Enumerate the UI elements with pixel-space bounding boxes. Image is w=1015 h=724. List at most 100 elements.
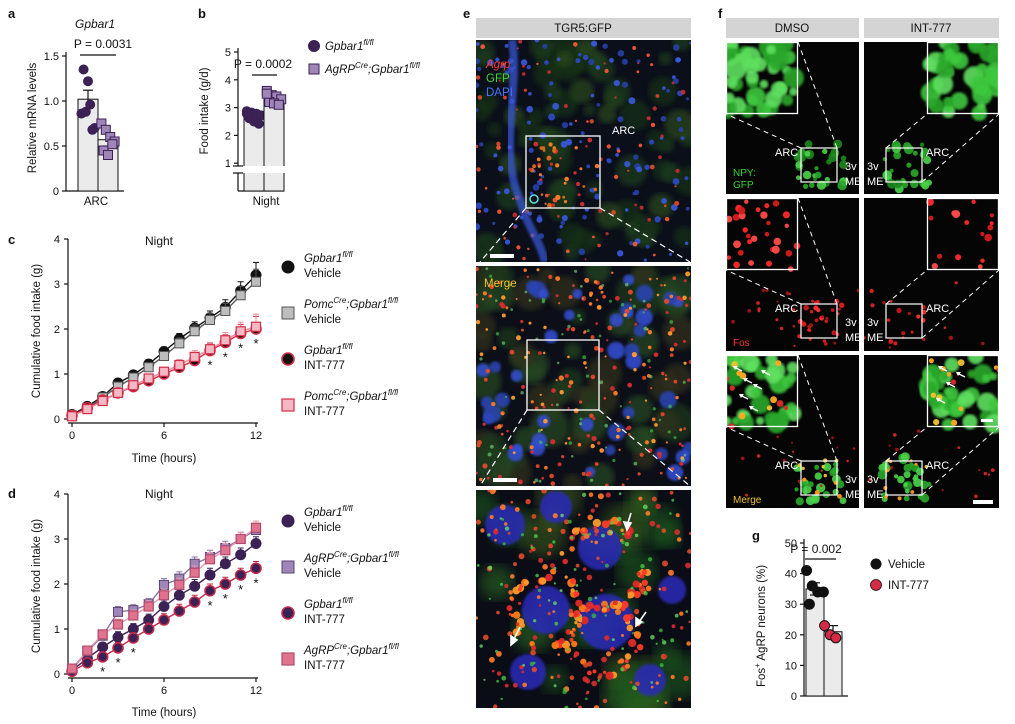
data-point xyxy=(143,362,154,373)
axis-break-mask xyxy=(230,166,290,173)
data-point xyxy=(819,620,831,632)
data-point xyxy=(80,106,91,117)
data-point xyxy=(188,596,201,608)
data-point xyxy=(220,335,231,346)
x-tick-label: 12 xyxy=(250,685,262,697)
panel-f-me-label: ME xyxy=(845,332,862,344)
data-point xyxy=(273,99,284,110)
data-point xyxy=(235,533,246,545)
panel-e-header-bar xyxy=(476,18,691,38)
panel-e-image-bottom xyxy=(476,490,691,708)
panel-f-inset-scale-bar xyxy=(981,419,993,422)
panel-e-arc-label: ARC xyxy=(612,125,635,137)
data-point xyxy=(189,580,201,592)
panel-e-label: e xyxy=(463,6,470,21)
panel-e-image-top xyxy=(476,40,691,262)
panel-a-label: a xyxy=(8,6,16,21)
panel-b-legend: Gpbar1fl/fl AgRPCre;Gpbar1fl/fl xyxy=(308,38,420,76)
data-point xyxy=(251,276,261,287)
y-tick-label: 0.5 xyxy=(44,141,59,153)
panel-d-ylabel: Cumulative food intake (g) xyxy=(31,519,43,653)
y-tick-label: 1 xyxy=(54,624,60,636)
panel-f: DMSO INT-777 ARC 3v ME ARC 3v ME ARC 3v ME ARC 3v M… xyxy=(726,18,999,508)
panel-d-label: d xyxy=(8,486,16,501)
panel-f-me-label: ME xyxy=(867,489,884,501)
legend-label: AgRPCre;Gpbar1fl/fl xyxy=(303,642,399,657)
panel-f-3v-label: 3v xyxy=(845,474,857,486)
y-tick-label: 0 xyxy=(54,414,60,426)
legend-label-vehicle: Vehicle xyxy=(888,559,925,571)
data-point xyxy=(82,645,93,656)
y-tick-label: 3 xyxy=(54,279,60,291)
data-point xyxy=(78,64,89,75)
panel-e-merge-label: Merge xyxy=(484,278,517,290)
panel-f-header-dmso: DMSO xyxy=(775,23,810,35)
panel-e-scale-bar-1 xyxy=(490,254,514,258)
x-tick-label: 6 xyxy=(161,685,167,697)
data-point xyxy=(107,139,118,150)
legend-label-line2: INT-777 xyxy=(304,406,345,418)
significance-star: * xyxy=(131,645,136,660)
panel-f-me-label: ME xyxy=(845,489,862,501)
y-tick-label: 20 xyxy=(785,630,797,642)
data-point xyxy=(81,656,94,669)
significance-star: * xyxy=(223,350,228,365)
data-point xyxy=(189,567,200,578)
significance-star: * xyxy=(238,341,243,356)
data-point xyxy=(159,579,169,590)
panel-e-arrows xyxy=(510,512,647,647)
x-tick-label: 12 xyxy=(250,430,262,442)
legend-marker xyxy=(281,514,295,528)
data-point xyxy=(85,99,96,110)
panel-b-xlabel: Night xyxy=(253,196,281,208)
legend-marker xyxy=(281,560,295,574)
data-point xyxy=(817,586,829,598)
panel-f-arc-label: ARC xyxy=(775,460,798,472)
y-tick-label: 0 xyxy=(54,669,60,681)
panel-f-arc-label: ARC xyxy=(775,303,798,315)
legend-label: PomcCre;Gpbar1fl/fl xyxy=(304,296,398,311)
panel-f-me-label: ME xyxy=(867,332,884,344)
data-point xyxy=(128,610,139,621)
data-point xyxy=(127,632,140,644)
legend-label-gpbar1: Gpbar1fl/fl xyxy=(325,38,374,53)
panel-a-pvalue: P = 0.0031 xyxy=(74,37,132,51)
data-point xyxy=(204,554,216,565)
data-point xyxy=(189,326,200,337)
panel-d-xlabel: Time (hours) xyxy=(132,707,197,719)
panel-d: Night Cumulative food intake (g) Time (h… xyxy=(31,487,399,719)
y-tick-label: 2 xyxy=(54,324,60,336)
data-point xyxy=(219,578,232,590)
data-point xyxy=(204,569,216,581)
significance-star: * xyxy=(253,575,258,590)
panel-b-label: b xyxy=(198,6,206,21)
y-tick-label: 40 xyxy=(785,569,797,581)
legend-label-line2: Vehicle xyxy=(304,568,341,580)
legend-label-line2: INT-777 xyxy=(304,614,345,626)
panel-c-title: Night xyxy=(145,234,174,248)
y-tick-label: 30 xyxy=(785,599,797,611)
panel-f-arc-label: ARC xyxy=(926,460,949,472)
data-point xyxy=(205,315,215,325)
panel-c-xlabel: Time (hours) xyxy=(132,453,197,465)
panel-g: P = 0.002 Fos+ AgRP neurons (%) 0 10 20 30 4… xyxy=(753,538,929,703)
data-point xyxy=(204,344,216,355)
data-point xyxy=(112,642,124,654)
panel-f-3v-label: 3v xyxy=(867,161,879,173)
panel-g-ylabel: Fos+ AgRP neurons (%) xyxy=(753,565,768,687)
panel-f-header-int: INT-777 xyxy=(911,23,952,35)
panel-f-3v-label: 3v xyxy=(867,317,879,329)
data-point xyxy=(250,522,262,533)
legend-label-line2: INT-777 xyxy=(304,660,345,672)
panel-d-title: Night xyxy=(145,487,174,501)
data-point xyxy=(250,538,262,549)
legend-marker-agrp xyxy=(308,63,320,75)
data-point xyxy=(128,380,139,391)
data-point xyxy=(219,558,231,570)
data-point xyxy=(159,351,169,361)
y-tick-label: 4 xyxy=(225,75,231,87)
panel-f-tile: ARC 3v ME xyxy=(864,355,999,508)
legend-marker xyxy=(281,260,295,274)
data-point xyxy=(250,321,262,332)
